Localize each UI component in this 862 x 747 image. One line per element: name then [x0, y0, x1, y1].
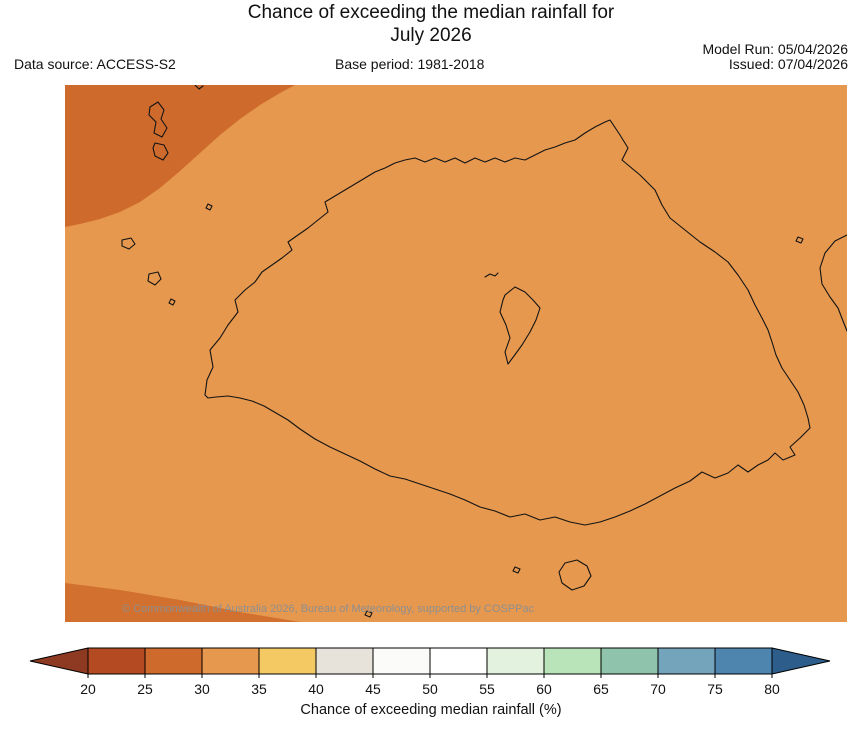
island-northwest-1 [148, 101, 168, 138]
legend-tick-label: 25 [137, 681, 153, 697]
legend-title: Chance of exceeding median rainfall (%) [300, 702, 562, 718]
island-west-2 [147, 271, 162, 286]
map-canvas [65, 85, 847, 622]
legend-segment [315, 647, 374, 675]
legend-segment [714, 647, 773, 675]
islet-south-1 [512, 566, 521, 574]
rainfall-map: © Commonwealth of Australia 2026, Bureau… [65, 85, 847, 622]
legend-colorbar-svg: 20 25 30 35 40 45 50 55 60 65 70 75 80 [29, 647, 831, 697]
legend-segment [486, 647, 545, 675]
legend-tick-label: 35 [251, 681, 267, 697]
islet-east [795, 236, 804, 244]
legend-tick-label: 30 [194, 681, 210, 697]
page-title: Chance of exceeding the median rainfall … [0, 1, 862, 47]
base-period-label: Base period: 1981-2018 [335, 56, 485, 72]
model-run-block: Model Run: 05/04/2026 Issued: 07/04/2026 [702, 42, 848, 72]
legend-tick-label: 40 [308, 681, 324, 697]
island-northwest-2 [152, 142, 169, 161]
coastline-mainland [204, 119, 811, 526]
title-line-2: July 2026 [390, 25, 472, 46]
legend-segment [201, 647, 260, 675]
edge-fragment-top [194, 85, 204, 90]
legend-segment [543, 647, 602, 675]
issued-label: Issued: 07/04/2026 [728, 56, 848, 72]
legend-colorbar: 20 25 30 35 40 45 50 55 60 65 70 75 80 [28, 646, 834, 706]
islet-1 [205, 203, 213, 211]
island-west-1 [121, 237, 136, 250]
islet-2 [168, 298, 176, 306]
title-line-1: Chance of exceeding the median rainfall … [247, 2, 615, 23]
legend-tick-label: 75 [707, 681, 723, 697]
coastline-east-fragment [819, 234, 847, 332]
data-source-label: Data source: ACCESS-S2 [14, 56, 176, 72]
legend-tick-label: 70 [650, 681, 666, 697]
legend-below-arrow [29, 647, 89, 675]
model-run-label: Model Run: 05/04/2026 [702, 41, 848, 57]
legend-tick-label: 80 [764, 681, 780, 697]
legend-tick-label: 50 [422, 681, 438, 697]
legend-segment [429, 647, 488, 675]
legend-segment [144, 647, 203, 675]
legend-tick-label: 20 [80, 681, 96, 697]
legend-tick-label: 65 [593, 681, 609, 697]
legend-segment [372, 647, 431, 675]
legend-segment [657, 647, 716, 675]
lake-outline [499, 286, 541, 365]
legend-segment [600, 647, 659, 675]
copyright-notice: © Commonwealth of Australia 2026, Bureau… [122, 603, 535, 615]
lake-fragment [484, 272, 499, 278]
legend-segment [258, 647, 317, 675]
legend-tick-label: 55 [479, 681, 495, 697]
high-dry-region-bottomleft [65, 583, 300, 622]
legend-tick-label: 60 [536, 681, 552, 697]
legend-tick-label: 45 [365, 681, 381, 697]
high-dry-region-topleft [65, 85, 295, 227]
legend-above-arrow [771, 647, 831, 675]
island-south-large [558, 559, 592, 591]
legend-segment [87, 647, 146, 675]
islet-south-2 [364, 610, 373, 618]
